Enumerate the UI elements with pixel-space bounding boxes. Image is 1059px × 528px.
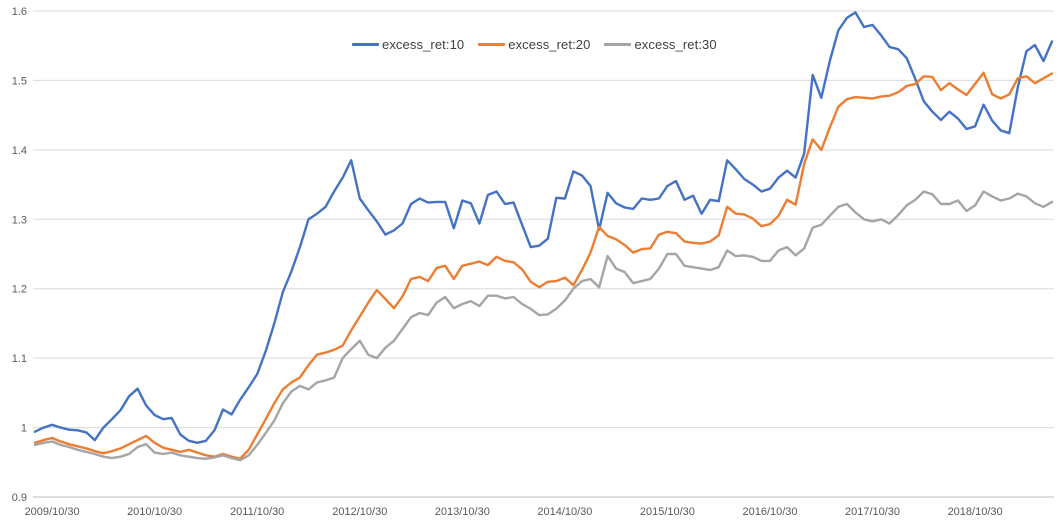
y-axis-label: 1.3 <box>12 214 27 226</box>
y-axis-label: 1 <box>21 423 27 435</box>
x-axis-label: 2015/10/30 <box>640 506 695 518</box>
x-axis-label: 2009/10/30 <box>25 506 80 518</box>
legend-label: excess_ret:30 <box>634 37 717 52</box>
legend-swatch-gray <box>604 43 632 46</box>
chart-legend: excess_ret:10 excess_ret:20 excess_ret:3… <box>352 37 717 52</box>
x-axis-label: 2010/10/30 <box>127 506 182 518</box>
series-line-excess_ret:20 <box>33 71 1054 460</box>
y-axis-label: 1.1 <box>12 353 27 365</box>
series-line-excess_ret:30 <box>33 190 1054 462</box>
y-axis-label: 1.5 <box>12 75 27 87</box>
legend-label: excess_ret:20 <box>508 37 591 52</box>
y-axis-label: 0.9 <box>12 492 27 504</box>
x-axis-label: 2011/10/30 <box>230 506 284 518</box>
x-axis-label: 2014/10/30 <box>537 506 592 518</box>
x-axis-label: 2013/10/30 <box>435 506 490 518</box>
x-axis-label: 2018/10/30 <box>948 506 1003 518</box>
x-axis-label: 2012/10/30 <box>332 506 387 518</box>
legend-item-excess-ret-20: excess_ret:20 <box>478 37 590 52</box>
legend-item-excess-ret-30: excess_ret:30 <box>604 37 717 52</box>
y-axis-label: 1.6 <box>12 6 27 18</box>
legend-swatch-orange <box>478 43 506 46</box>
legend-label: excess_ret:10 <box>382 37 465 52</box>
x-axis-label: 2016/10/30 <box>742 506 797 518</box>
x-axis-label: 2017/10/30 <box>845 506 900 518</box>
legend-item-excess-ret-10: excess_ret:10 <box>352 37 464 52</box>
series-line-excess_ret:10 <box>33 11 1054 444</box>
legend-swatch-blue <box>352 43 379 46</box>
y-axis-label: 1.2 <box>12 284 27 296</box>
y-axis-label: 1.4 <box>12 145 27 157</box>
